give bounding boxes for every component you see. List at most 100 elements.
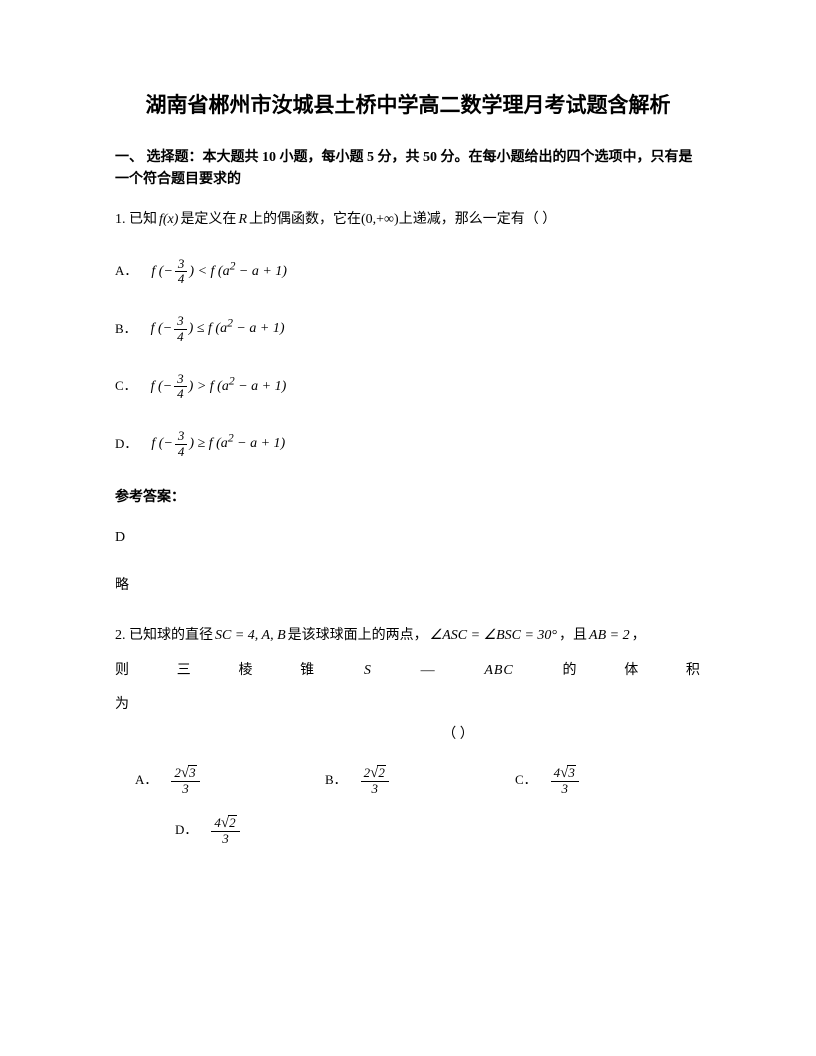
fraction-3-4: 34 — [174, 314, 187, 344]
q2-prefix: 2. 已知球的直径 — [115, 625, 213, 647]
q2-mid2: ，且 — [559, 625, 587, 647]
q1-optD-expr: f (−34) ≥ f (a2 − a + 1) — [151, 429, 285, 459]
sqrt-content: 3 — [567, 765, 576, 780]
numerator: 3 — [174, 314, 187, 329]
sqrt-content: 2 — [228, 815, 237, 830]
numerator: 3 — [174, 372, 187, 387]
q2-opt-d-label: D． — [175, 820, 197, 841]
sqrt: √3 — [181, 765, 197, 782]
text-part: f (− — [151, 321, 173, 336]
q2-l2-7: 的 — [562, 660, 577, 682]
q2-l2-4: S — [364, 660, 372, 682]
numerator: 3 — [175, 429, 188, 444]
q1-fx: f(x) — [159, 209, 178, 231]
q2-option-a: A． 2√3 3 — [135, 765, 325, 797]
q2-mid1: 是该球球面上的两点， — [288, 625, 428, 647]
sqrt-content: 2 — [377, 765, 386, 780]
q1-prefix: 1. 已知 — [115, 209, 157, 231]
operator-ge: ≥ — [194, 436, 209, 451]
fraction-3-4: 34 — [175, 429, 188, 459]
q1-option-b-label: B． — [115, 319, 137, 340]
q2-suffix: ， — [632, 625, 646, 647]
q2-ab: AB = 2 — [589, 625, 630, 647]
q2-line4: （ ） — [115, 724, 701, 746]
q2-l2-2: 棱 — [238, 660, 253, 682]
text-part: f (a — [211, 264, 230, 279]
q2-option-d: D． 4√2 3 — [175, 815, 701, 847]
q1-option-a-label: A． — [115, 261, 137, 282]
sqrt-content: 3 — [188, 765, 197, 780]
q2-sc: SC = 4, A, B — [215, 625, 286, 647]
question-1: 1. 已知 f(x) 是定义在 R 上的偶函数，它在 (0,+∞) 上递减，那么… — [115, 209, 701, 597]
sqrt: √2 — [221, 815, 237, 832]
question-2: 2. 已知球的直径 SC = 4, A, B 是该球球面上的两点， ∠ASC =… — [115, 625, 701, 846]
operator-lt: < — [194, 264, 210, 279]
q2-l2-0: 则 — [115, 660, 130, 682]
operator-le: ≤ — [193, 321, 208, 336]
fraction-4sqrt3-3: 4√3 3 — [551, 765, 579, 797]
q2-l2-1: 三 — [177, 660, 192, 682]
q1-suffix: 上递减，那么一定有（ ） — [399, 209, 557, 231]
text-part: − a + 1) — [233, 321, 285, 336]
q2-options-row1: A． 2√3 3 B． 2√2 3 C． 4√3 3 — [115, 765, 701, 797]
text-part: f (a — [210, 379, 229, 394]
denominator: 3 — [219, 832, 232, 846]
q2-option-c: C． 4√3 3 — [515, 765, 581, 797]
fraction-4sqrt2-3: 4√2 3 — [211, 815, 239, 847]
q1-option-c-label: C． — [115, 376, 137, 397]
numerator: 4√2 — [211, 815, 239, 833]
answer-header: 参考答案： — [115, 487, 701, 509]
fraction-2sqrt3-3: 2√3 3 — [171, 765, 199, 797]
q1-answer: D — [115, 527, 701, 549]
sqrt: √3 — [560, 765, 576, 782]
fraction-3-4: 34 — [174, 372, 187, 402]
denominator: 3 — [559, 782, 572, 796]
q2-option-b: B． 2√2 3 — [325, 765, 515, 797]
q2-opt-a-label: A． — [135, 770, 157, 791]
q2-line1: 2. 已知球的直径 SC = 4, A, B 是该球球面上的两点， ∠ASC =… — [115, 625, 701, 647]
q2-angle: ∠ASC = ∠BSC = 30° — [430, 625, 557, 647]
q1-option-a: A． f (−34) < f (a2 − a + 1) — [115, 257, 701, 287]
text-part: f (− — [151, 264, 173, 279]
denominator: 3 — [369, 782, 382, 796]
operator-gt: > — [193, 379, 209, 394]
q1-option-c: C． f (−34) > f (a2 − a + 1) — [115, 372, 701, 402]
q2-l2-3: 锥 — [300, 660, 315, 682]
q2-line2: 则 三 棱 锥 S — ABC 的 体 积 — [115, 660, 701, 682]
text-part: − a + 1) — [234, 436, 286, 451]
q1-interval: (0,+∞) — [361, 209, 399, 231]
text-part: f (− — [151, 436, 173, 451]
text-part: f (a — [208, 321, 227, 336]
numerator: 2√2 — [361, 765, 389, 783]
denominator: 4 — [175, 272, 188, 286]
q2-opt-c-label: C． — [515, 770, 537, 791]
text-part: f (a — [209, 436, 228, 451]
q1-option-b: B． f (−34) ≤ f (a2 − a + 1) — [115, 314, 701, 344]
fraction-3-4: 34 — [175, 257, 188, 287]
denominator: 4 — [174, 330, 187, 344]
q1-brief: 略 — [115, 575, 701, 597]
q2-l2-9: 积 — [686, 660, 701, 682]
page-title: 湖南省郴州市汝城县土桥中学高二数学理月考试题含解析 — [115, 90, 701, 122]
q1-optA-expr: f (−34) < f (a2 − a + 1) — [151, 257, 287, 287]
numerator: 3 — [175, 257, 188, 272]
q1-optB-expr: f (−34) ≤ f (a2 − a + 1) — [151, 314, 285, 344]
denominator: 4 — [175, 445, 188, 459]
fraction-2sqrt2-3: 2√2 3 — [361, 765, 389, 797]
q1-mid1: 是定义在 — [180, 209, 236, 231]
q1-option-d-label: D． — [115, 434, 137, 455]
q2-l2-6: ABC — [484, 660, 513, 682]
numerator: 2√3 — [171, 765, 199, 783]
q1-optC-expr: f (−34) > f (a2 − a + 1) — [151, 372, 287, 402]
q2-l2-8: 体 — [624, 660, 639, 682]
text-part: f (− — [151, 379, 173, 394]
sqrt: √2 — [370, 765, 386, 782]
numerator: 4√3 — [551, 765, 579, 783]
text-part: − a + 1) — [235, 264, 287, 279]
q1-mid2: 上的偶函数，它在 — [249, 209, 361, 231]
q1-R: R — [238, 209, 247, 231]
q2-line3: 为 — [115, 694, 701, 716]
denominator: 3 — [179, 782, 192, 796]
q2-l2-5: — — [421, 660, 436, 682]
q1-option-d: D． f (−34) ≥ f (a2 − a + 1) — [115, 429, 701, 459]
